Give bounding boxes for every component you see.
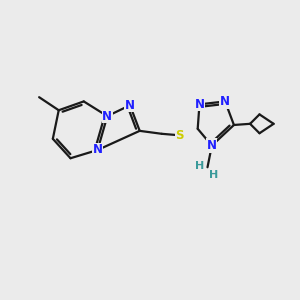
- Text: N: N: [102, 110, 112, 123]
- Text: S: S: [175, 129, 184, 142]
- Text: H: H: [209, 170, 219, 181]
- Text: N: N: [220, 95, 230, 108]
- Text: H: H: [195, 161, 204, 171]
- Text: N: N: [125, 99, 135, 112]
- Text: N: N: [93, 143, 103, 157]
- Text: N: N: [207, 139, 217, 152]
- Text: N: N: [102, 110, 112, 123]
- Text: N: N: [194, 98, 205, 111]
